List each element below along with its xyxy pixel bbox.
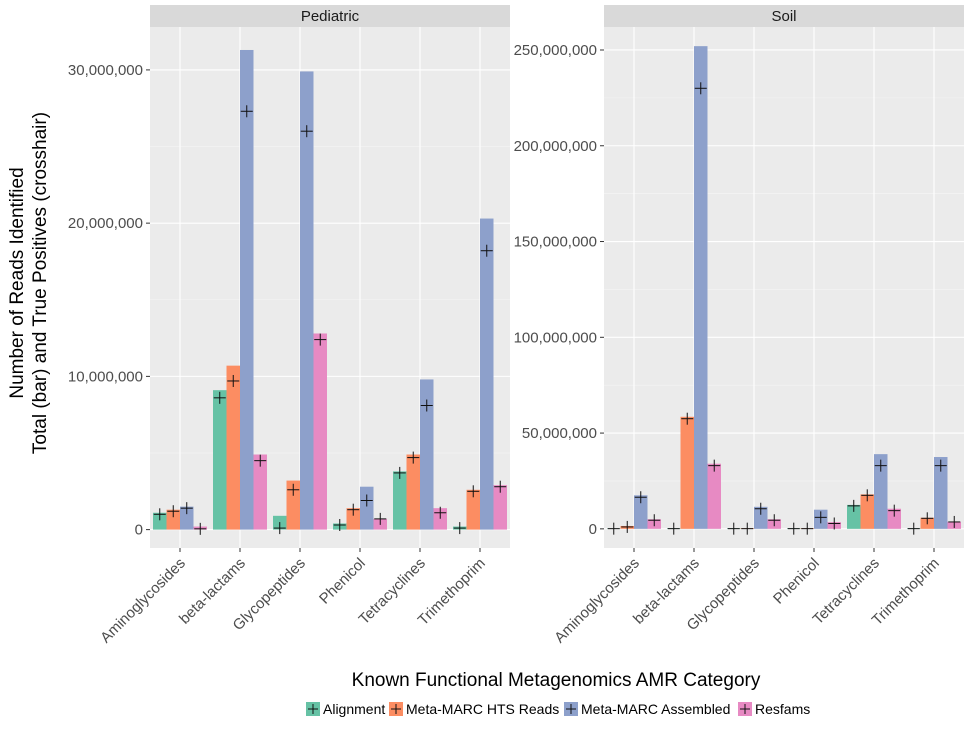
legend-item: Meta-MARC HTS Reads — [389, 701, 559, 717]
y-tick-label: 250,000,000 — [514, 42, 597, 59]
y-tick-label: 200,000,000 — [514, 138, 597, 155]
x-tick-label: Aminoglycosides — [97, 555, 189, 647]
legend-item: Meta-MARC Assembled — [564, 701, 730, 717]
x-tick-label: Phenicol — [770, 555, 823, 608]
bar — [227, 366, 241, 530]
bar — [213, 390, 227, 529]
bar — [393, 471, 407, 529]
legend-label: Resfams — [755, 701, 810, 717]
legend: Alignment Meta-MARC HTS Reads Meta-MARC As… — [306, 701, 810, 717]
legend-label: Alignment — [323, 701, 385, 717]
panel-title: Soil — [771, 8, 796, 25]
y-axis-title-line1: Number of Reads Identified — [7, 167, 28, 398]
bar — [681, 417, 695, 529]
y-tick-label: 20,000,000 — [68, 215, 143, 232]
x-tick-label: Aminoglycosides — [551, 555, 643, 647]
y-tick-label: 30,000,000 — [68, 62, 143, 79]
panel-background — [604, 27, 964, 548]
bar — [694, 46, 708, 529]
legend-label: Meta-MARC HTS Reads — [406, 701, 559, 717]
panel-background — [150, 27, 510, 548]
legend-item: Alignment — [306, 701, 385, 717]
y-tick-label: 0 — [589, 521, 597, 538]
panel-pediatric: Pediatric 0 10,000,000 20,000,000 30,000,000… — [68, 5, 510, 646]
bar — [708, 464, 722, 529]
x-tick-label: Phenicol — [316, 555, 369, 608]
bar — [314, 333, 328, 529]
panel-title: Pediatric — [301, 8, 360, 25]
y-tick-label: 150,000,000 — [514, 234, 597, 251]
y-tick-label: 0 — [135, 522, 143, 539]
y-tick-label: 10,000,000 — [68, 368, 143, 385]
legend-label: Meta-MARC Assembled — [581, 701, 730, 717]
bar — [240, 50, 254, 530]
y-tick-label: 100,000,000 — [514, 329, 597, 346]
bar — [360, 487, 374, 530]
bar — [300, 71, 314, 529]
legend-item: Resfams — [738, 701, 810, 717]
y-tick-label: 50,000,000 — [522, 425, 597, 442]
bar — [480, 219, 494, 530]
x-axis-title: Known Functional Metagenomics AMR Catego… — [352, 670, 761, 691]
panel-soil: Soil 0 50,000,000 100,000,000 150,000,000 200… — [514, 5, 964, 646]
bar — [407, 455, 421, 530]
chart-panels: Pediatric 0 10,000,000 20,000,000 30,000,000… — [68, 5, 964, 646]
y-axis-title-line2: Total (bar) and True Positives (crosshai… — [30, 112, 51, 454]
